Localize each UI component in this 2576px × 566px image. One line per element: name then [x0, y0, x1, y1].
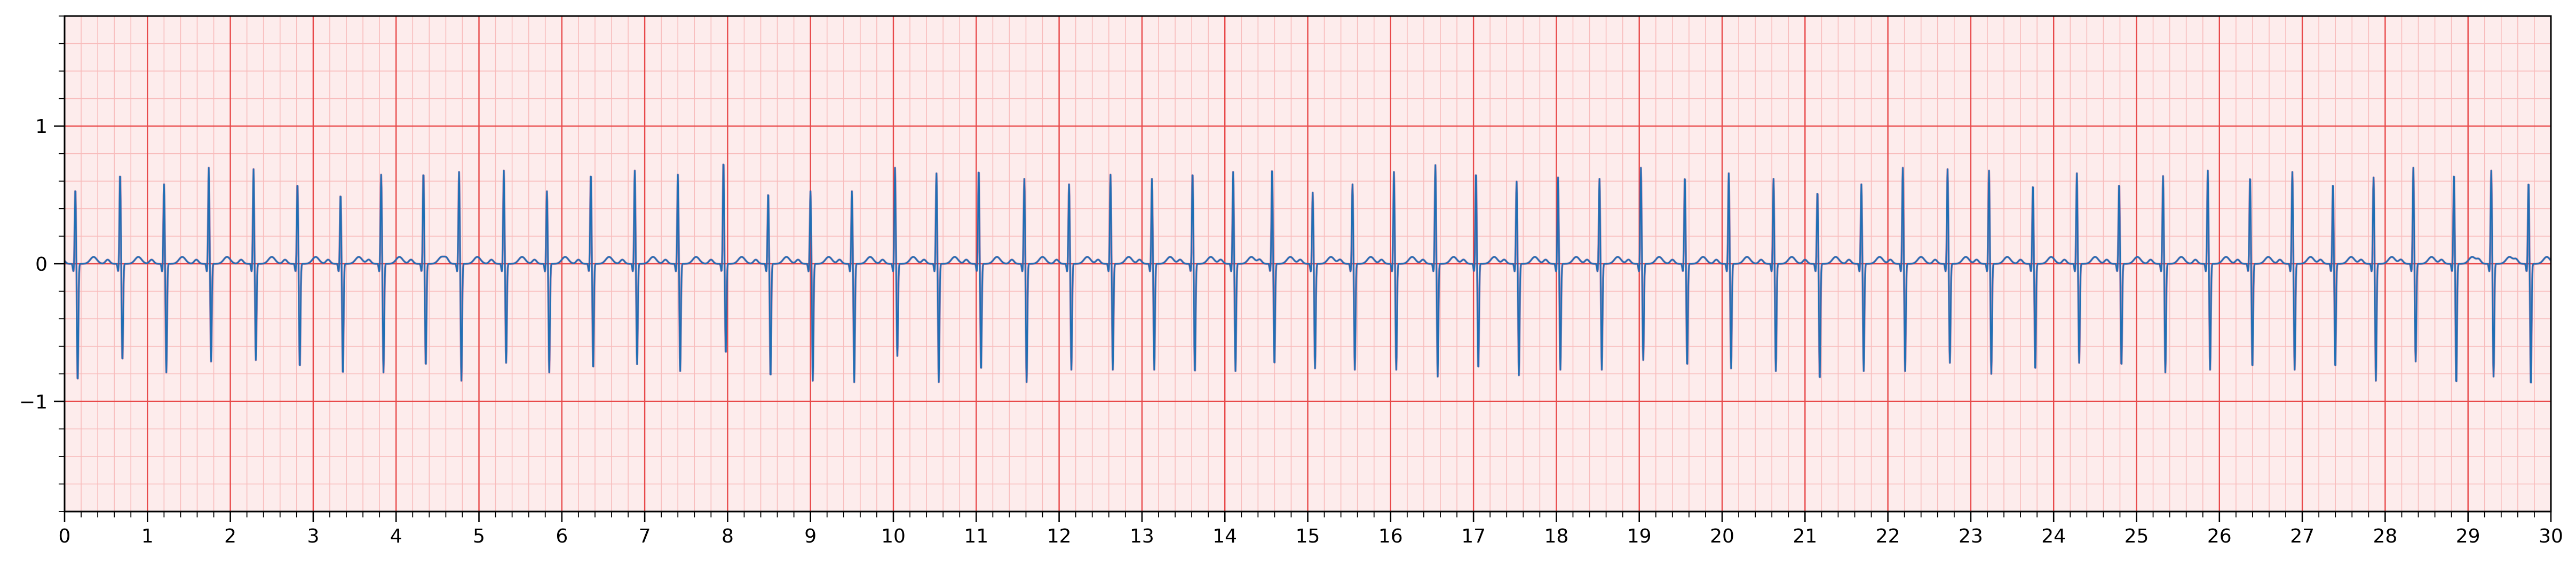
x-tick-label: 13	[1130, 525, 1154, 547]
x-tick-label: 3	[307, 525, 319, 547]
x-tick-label: 11	[964, 525, 988, 547]
x-tick-label: 29	[2456, 525, 2480, 547]
x-tick-label: 26	[2207, 525, 2232, 547]
x-tick-label: 19	[1627, 525, 1652, 547]
x-tick-label: 14	[1212, 525, 1237, 547]
x-tick-label: 18	[1544, 525, 1568, 547]
x-tick-label: 15	[1296, 525, 1320, 547]
x-tick-label: 4	[390, 525, 402, 547]
x-tick-label: 7	[639, 525, 651, 547]
x-tick-label: 28	[2373, 525, 2397, 547]
x-tick-label: 2	[224, 525, 236, 547]
x-tick-label: 8	[722, 525, 734, 547]
x-tick-label: 23	[1959, 525, 1983, 547]
x-tick-label: 25	[2125, 525, 2149, 547]
x-tick-label: 6	[556, 525, 568, 547]
x-tick-label: 10	[881, 525, 906, 547]
y-tick-label: 0	[35, 254, 47, 276]
x-tick-label: 9	[804, 525, 817, 547]
x-tick-label: 24	[2041, 525, 2066, 547]
x-tick-label: 1	[141, 525, 154, 547]
x-tick-label: 30	[2539, 525, 2563, 547]
x-tick-label: 27	[2290, 525, 2315, 547]
x-tick-label: 22	[1876, 525, 1900, 547]
x-tick-label: 0	[59, 525, 71, 547]
y-axis: 1 0 −1	[19, 16, 65, 512]
x-tick-label: 16	[1378, 525, 1403, 547]
x-tick-label: 12	[1047, 525, 1072, 547]
x-tick-label: 17	[1461, 525, 1486, 547]
x-tick-label: 5	[473, 525, 485, 547]
x-tick-label: 21	[1793, 525, 1817, 547]
x-tick-label: 20	[1710, 525, 1734, 547]
y-tick-label: −1	[19, 391, 47, 413]
y-tick-label: 1	[35, 116, 47, 138]
